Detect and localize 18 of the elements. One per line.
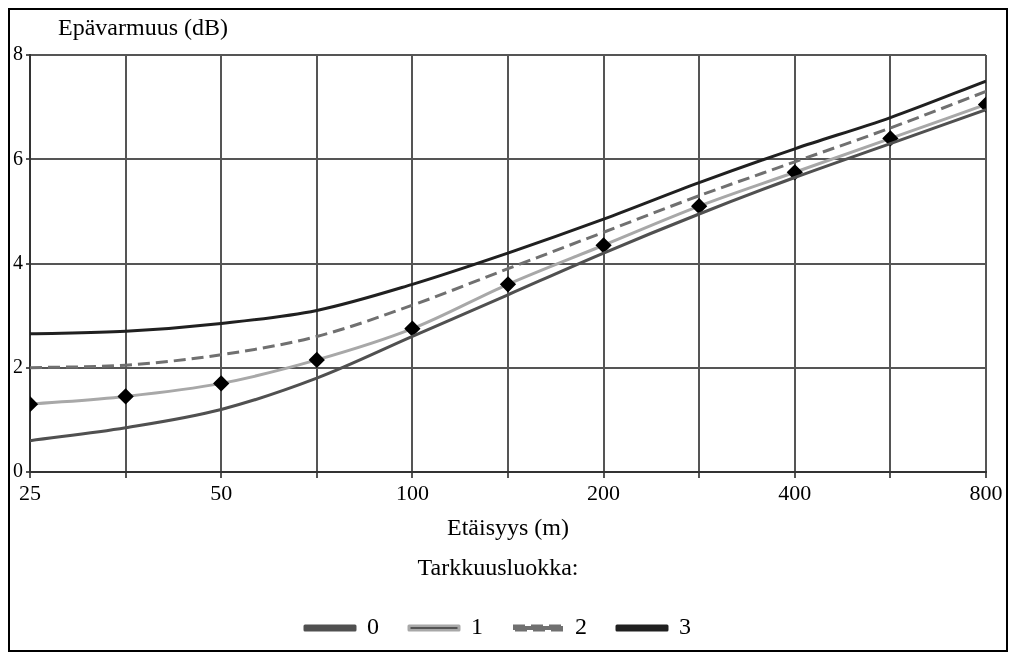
y-tick-label: 8 <box>13 42 23 65</box>
legend-label: 2 <box>575 613 587 640</box>
y-tick-label: 0 <box>13 459 23 482</box>
legend-title: Tarkkuusluokka: <box>417 554 579 581</box>
x-tick-label: 800 <box>969 479 1003 505</box>
y-tick-label: 2 <box>13 355 23 377</box>
x-tick-label: 100 <box>395 479 429 505</box>
y-tick-label: 4 <box>13 250 23 273</box>
legend-label: 1 <box>471 613 483 640</box>
x-tick-label: 200 <box>587 479 621 505</box>
legend-label: 3 <box>679 613 691 640</box>
legend-label: 0 <box>367 613 379 640</box>
y-tick-label: 6 <box>13 146 23 169</box>
x-axis-title: Etäisyys (m) <box>447 514 569 541</box>
x-tick-label: 50 <box>210 479 233 505</box>
x-tick-label: 25 <box>19 479 41 505</box>
y-axis-title: Epävarmuus (dB) <box>57 13 229 40</box>
x-tick-label: 400 <box>778 479 812 505</box>
